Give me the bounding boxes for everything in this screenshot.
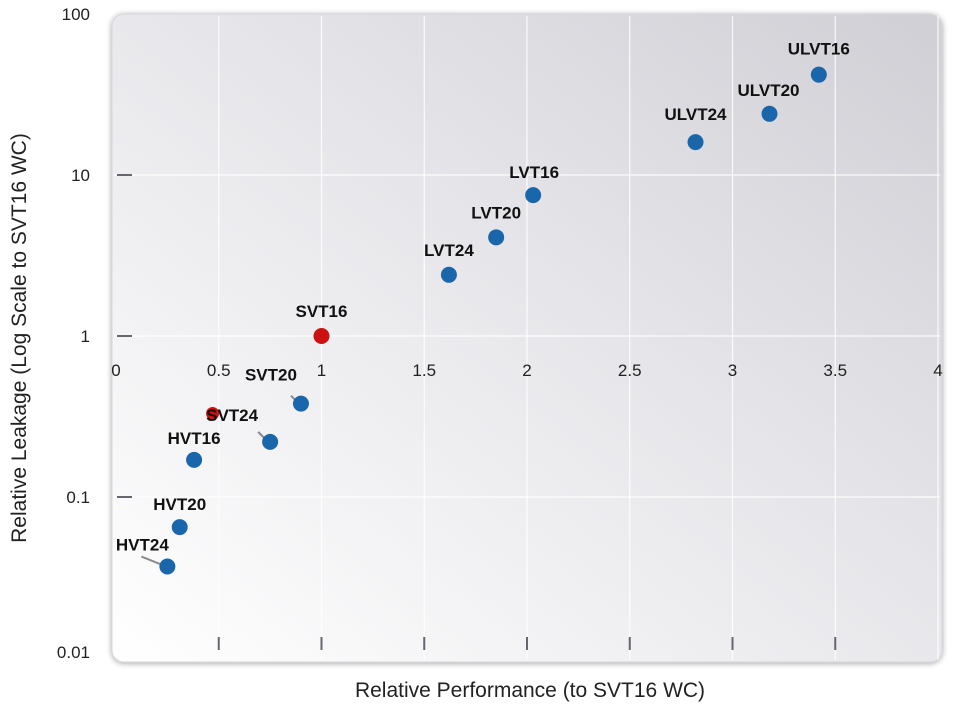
- point-label: ULVT24: [664, 105, 727, 124]
- point-label: SVT16: [296, 302, 348, 321]
- data-point: [186, 451, 203, 468]
- point-label: HVT16: [168, 429, 221, 448]
- data-point: [525, 187, 542, 204]
- data-point: [262, 433, 279, 450]
- x-tick-label: 1.5: [412, 361, 436, 380]
- x-axis-title: Relative Performance (to SVT16 WC): [355, 679, 705, 702]
- data-point: [488, 229, 505, 246]
- y-axis-ticks: [117, 174, 132, 498]
- point-label: SVT24: [206, 406, 259, 425]
- y-tick-label: 0.1: [66, 488, 90, 507]
- y-axis-tick-labels: 100 10 1 0.1 0.01: [57, 5, 90, 662]
- point-label: HVT24: [116, 536, 169, 555]
- point-label: ULVT16: [788, 40, 850, 59]
- point-label: ULVT20: [737, 81, 799, 100]
- data-point: [761, 105, 778, 122]
- data-point: [292, 395, 309, 412]
- point-label: LVT16: [509, 163, 559, 182]
- x-axis-tick-labels: 0 0.5 1 1.5 2 2.5 3 3.5 4: [111, 361, 942, 380]
- point-label: LVT20: [471, 203, 521, 222]
- x-tick-label: 0.5: [207, 361, 231, 380]
- data-point: [171, 519, 188, 536]
- x-tick-label: 3.5: [823, 361, 847, 380]
- y-tick-label: 100: [62, 5, 90, 24]
- data-point: [313, 328, 330, 344]
- data-point: [440, 266, 457, 283]
- data-point: [206, 407, 220, 421]
- x-tick-label: 2: [522, 361, 531, 380]
- y-axis-title: Relative Leakage (Log Scale to SVT16 WC): [8, 133, 31, 543]
- leader-line: [141, 555, 162, 566]
- x-tick-label: 2.5: [618, 361, 642, 380]
- x-tick-label: 1: [317, 361, 326, 380]
- x-tick-label: 4: [933, 361, 942, 380]
- data-point: [159, 558, 176, 575]
- x-axis-bottom-ticks: [217, 637, 837, 650]
- y-tick-label: 1: [81, 327, 90, 346]
- data-point: [687, 134, 704, 151]
- point-label: SVT20: [245, 366, 297, 385]
- y-tick-label: 10: [71, 166, 90, 185]
- point-label: LVT24: [424, 241, 474, 260]
- x-tick-label: 0: [111, 361, 120, 380]
- data-points: [159, 66, 827, 575]
- y-tick-label: 0.01: [57, 643, 90, 662]
- data-point: [810, 66, 827, 83]
- x-tick-label: 3: [728, 361, 737, 380]
- point-label: HVT20: [153, 495, 206, 514]
- point-labels: ULVT16 ULVT20 ULVT24 LVT16 LVT20 LVT24 SVT16 SV…: [116, 40, 850, 555]
